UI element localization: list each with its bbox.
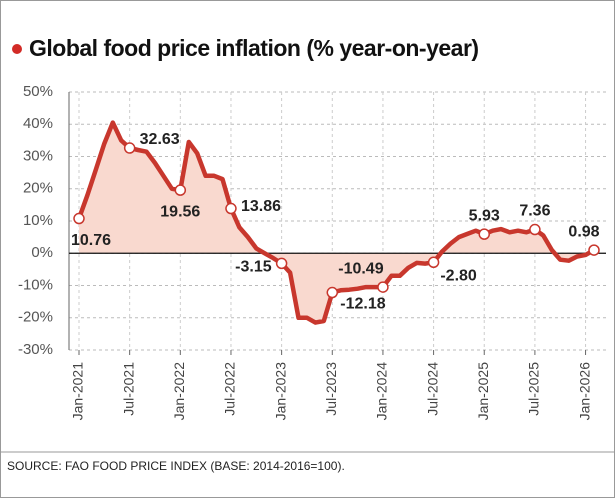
point-marker [174,184,187,196]
x-tick-label: Jul-2021 [120,362,136,416]
y-tick-label: 20% [23,180,53,197]
point-marker [529,223,541,236]
point-marker [73,212,85,225]
point-marker [225,202,237,215]
x-tick-label: Jul-2024 [424,362,440,416]
point-marker [588,244,600,256]
value-label: 13.86 [241,198,281,215]
y-tick-label: 30% [23,147,53,164]
value-label: -12.18 [340,296,385,313]
y-tick-label: 10% [23,212,53,229]
value-label: -2.80 [440,267,477,284]
point-marker [275,257,288,270]
x-tick-label: Jan-2022 [171,362,187,421]
value-label: 7.36 [519,203,550,220]
x-tick-label: Jan-2026 [576,362,592,421]
point-marker [377,281,389,293]
y-tick-label: 50% [23,83,53,100]
x-tick-label: Jan-2023 [272,362,288,421]
x-tick-label: Jan-2024 [374,362,390,421]
value-label: 5.93 [469,207,500,224]
area [79,122,594,323]
point-marker [478,228,490,240]
value-label: 10.76 [71,232,111,249]
value-label: 19.56 [160,203,200,220]
y-tick-label: -10% [18,276,53,293]
value-label: 0.98 [568,223,599,240]
point-marker [326,286,339,299]
value-label: -10.49 [338,260,383,277]
value-label: 32.63 [140,131,180,148]
y-tick-label: -30% [18,341,53,358]
y-tick-label: 40% [23,115,53,132]
source-note: SOURCE: FAO FOOD PRICE INDEX (BASE: 2014… [7,459,345,473]
title-bullet [12,44,22,54]
y-tick-label: 0% [31,244,53,261]
chart-title: Global food price inflation (% year-on-y… [29,35,479,61]
x-tick-label: Jul-2022 [222,362,238,416]
x-tick-label: Jan-2025 [475,362,491,421]
x-tick-label: Jan-2021 [70,362,86,421]
value-label: -3.15 [235,259,272,276]
y-tick-label: -20% [18,309,53,326]
point-marker [427,256,440,269]
x-tick-label: Jul-2023 [323,362,339,416]
point-marker [123,142,136,154]
x-tick-label: Jul-2025 [526,362,542,416]
